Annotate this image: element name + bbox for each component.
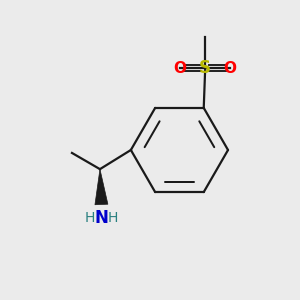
Text: O: O [224,61,237,76]
Text: O: O [174,61,187,76]
Text: N: N [94,209,108,227]
Text: H: H [107,211,118,225]
Text: S: S [199,59,211,77]
Text: H: H [85,211,95,225]
Polygon shape [95,169,108,205]
